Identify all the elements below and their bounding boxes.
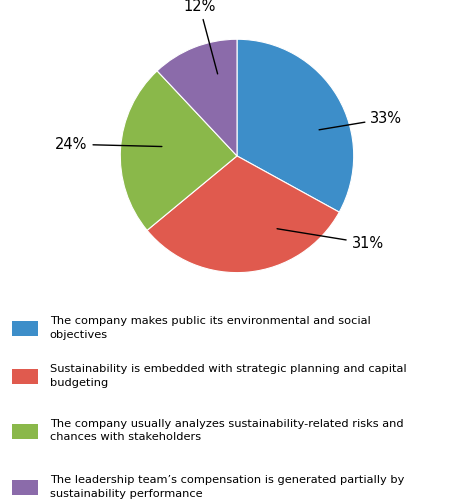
- Text: 31%: 31%: [277, 229, 384, 251]
- Text: 33%: 33%: [319, 111, 402, 130]
- Bar: [12, 424, 38, 439]
- Bar: [12, 321, 38, 336]
- Text: The leadership team’s compensation is generated partially by
sustainability perf: The leadership team’s compensation is ge…: [50, 475, 404, 498]
- Wedge shape: [157, 39, 237, 156]
- Wedge shape: [147, 156, 339, 273]
- Wedge shape: [120, 71, 237, 230]
- Text: 24%: 24%: [55, 137, 162, 152]
- Text: The company usually analyzes sustainability-related risks and
chances with stake: The company usually analyzes sustainabil…: [50, 419, 403, 442]
- Text: Sustainability is embedded with strategic planning and capital
budgeting: Sustainability is embedded with strategi…: [50, 365, 406, 388]
- Text: The company makes public its environmental and social
objectives: The company makes public its environment…: [50, 316, 371, 340]
- Wedge shape: [237, 39, 354, 212]
- Bar: [12, 369, 38, 384]
- Bar: [12, 480, 38, 495]
- Text: 12%: 12%: [183, 0, 218, 74]
